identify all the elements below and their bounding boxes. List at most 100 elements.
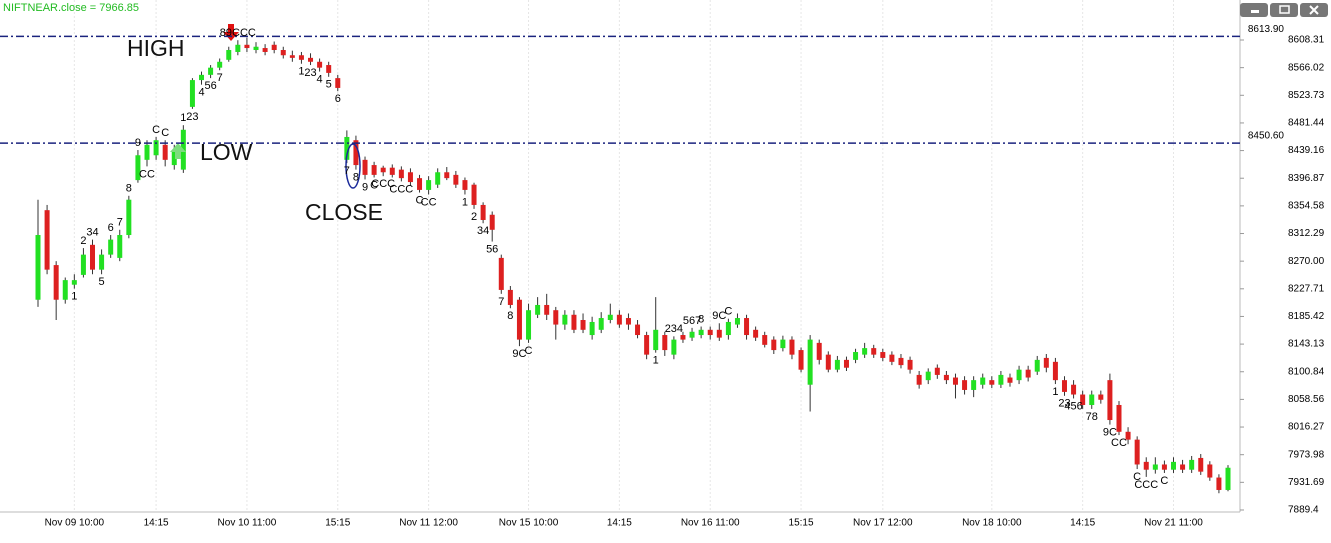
candle-body [507, 289, 513, 305]
sequence-label: 5 [99, 276, 105, 288]
sequence-label: 456 [1064, 400, 1082, 412]
candle-body [235, 44, 241, 52]
candle-body [843, 359, 849, 368]
sequence-label: 78 [1086, 411, 1098, 423]
sequence-label: 1 [1052, 386, 1058, 398]
sequence-label: 6 [108, 222, 114, 234]
candle-body [1098, 394, 1104, 400]
sequence-label: 6 [335, 93, 341, 105]
candle-body [1061, 380, 1067, 392]
candle-body [1225, 467, 1231, 490]
candle-body [962, 380, 968, 390]
plot-area [35, 37, 1231, 494]
candle-body [589, 321, 595, 336]
candle-body [317, 61, 323, 68]
candle-body [526, 310, 532, 340]
candle-body [744, 318, 750, 336]
sequence-label: CCC [371, 178, 395, 190]
sequence-label: 8 [507, 310, 513, 322]
candle-body [825, 354, 831, 370]
sequence-label: 7 [344, 165, 350, 177]
candle-body [71, 280, 77, 285]
candle-body [798, 350, 804, 370]
candle-body [816, 342, 822, 360]
y-tick-label: 8439.16 [1288, 145, 1325, 156]
candle-body [580, 320, 586, 330]
y-tick-label: 8143.13 [1288, 339, 1325, 350]
candle-body [344, 136, 350, 160]
sequence-label: C [525, 345, 533, 357]
highlight-ellipse [345, 143, 361, 189]
candle-body [135, 155, 141, 181]
candle-body [1125, 431, 1131, 440]
candle-body [1052, 361, 1058, 381]
candle-body [1116, 404, 1122, 432]
sequence-label: 8 [698, 313, 704, 325]
candle-body [925, 371, 931, 381]
candle-body [407, 172, 413, 183]
candle-body [607, 314, 613, 320]
candle-body [834, 359, 840, 370]
maximize-button[interactable] [1270, 3, 1298, 17]
x-tick-label: 14:15 [607, 518, 632, 529]
sequence-label: 9 [362, 181, 368, 193]
candle-body [635, 324, 641, 336]
candle-body [453, 174, 459, 185]
candle-body [1143, 461, 1149, 470]
x-tick-label: Nov 15 10:00 [499, 518, 559, 529]
y-tick-label: 7973.98 [1288, 449, 1325, 460]
candle-body [998, 374, 1004, 385]
candle-body [680, 335, 686, 340]
candle-body [1198, 457, 1204, 472]
candle-body [807, 339, 813, 385]
sequence-label: 1 [180, 112, 186, 124]
sequence-label: 2 [80, 235, 86, 247]
candle-body [971, 380, 977, 390]
candle-body [1189, 459, 1195, 470]
x-tick-label: 15:15 [325, 518, 350, 529]
sequence-label: 9C [1103, 427, 1117, 439]
level-label: 8613.90 [1248, 24, 1285, 35]
candle-body [380, 167, 386, 173]
sequence-label: 234 [665, 323, 683, 335]
x-tick-label: Nov 21 11:00 [1144, 518, 1203, 529]
candle-body [80, 254, 86, 275]
sequence-label: C [1160, 475, 1168, 487]
sequence-label: 23 [304, 67, 316, 79]
candle-body [117, 235, 123, 258]
candle-body [753, 329, 759, 338]
sequence-label: 1 [298, 66, 304, 78]
candle-body [280, 50, 286, 56]
candle-body [535, 304, 541, 315]
candle-body [880, 352, 886, 358]
candle-body [244, 44, 250, 49]
candle-body [989, 380, 995, 385]
minimize-icon [1251, 10, 1259, 13]
y-tick-label: 8566.02 [1288, 62, 1325, 73]
sequence-label: 2 [471, 211, 477, 223]
candle-body [980, 377, 986, 385]
candle-body [462, 180, 468, 190]
candle-body [153, 140, 159, 156]
sequence-label: 7 [217, 72, 223, 84]
candle-body [353, 140, 359, 166]
y-tick-label: 8608.31 [1288, 35, 1325, 46]
candle-body [1161, 464, 1167, 470]
candle-body [90, 244, 96, 270]
candle-body [653, 329, 659, 351]
sequence-label: 34 [86, 226, 98, 238]
candle-body [208, 67, 214, 75]
candle-body [1207, 464, 1213, 478]
candle-body [126, 199, 132, 236]
sequence-label: C [416, 194, 424, 206]
candle-body [789, 339, 795, 355]
y-tick-label: 8100.84 [1288, 366, 1325, 377]
close-icon [1309, 5, 1319, 15]
candle-body [698, 329, 704, 336]
sequence-label: 1 [71, 291, 77, 303]
sequence-label: 23 [1058, 398, 1070, 410]
candle-body [725, 321, 731, 336]
candle-body [571, 314, 577, 330]
candle-body [335, 78, 341, 88]
sequence-label: CC [421, 196, 437, 208]
